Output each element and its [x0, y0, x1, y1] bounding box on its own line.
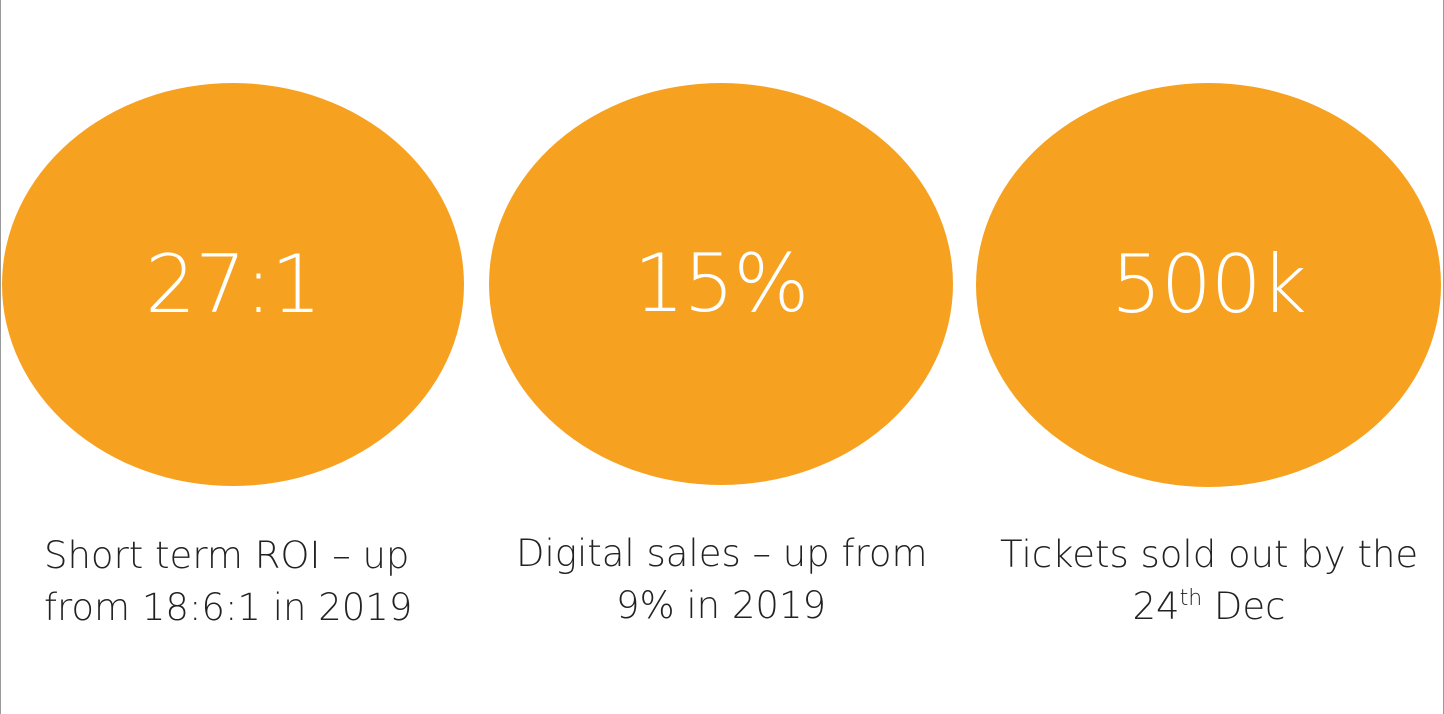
stat-value-roi: 27:1 [145, 237, 322, 331]
stat-value-tickets: 500k [1110, 238, 1307, 331]
stat-circle-tickets: 500k [976, 83, 1441, 487]
stat-circle-digital-sales: 15% [489, 83, 953, 485]
stat-caption-tickets-line2: 24th Dec [1000, 581, 1418, 633]
stat-value-digital-sales: 15% [633, 237, 810, 330]
stat-caption-digital-sales-line2: 9% in 2019 [615, 584, 827, 627]
stat-circle-roi: 27:1 [2, 83, 464, 486]
stat-caption-tickets-ordinal: th [1179, 586, 1203, 611]
stat-caption-tickets-day: 24 [1132, 585, 1180, 628]
stat-caption-roi-line2: from 18:6:1 in 2019 [44, 586, 413, 629]
stat-caption-roi-line1: Short term ROI – up [44, 534, 410, 577]
stat-caption-digital-sales: Digital sales – up from 9% in 2019 [516, 528, 928, 632]
stat-caption-roi: Short term ROI – up from 18:6:1 in 2019 [44, 530, 412, 634]
stat-caption-digital-sales-line1: Digital sales – up from [516, 532, 928, 575]
stat-caption-tickets: Tickets sold out by the 24th Dec [1000, 529, 1418, 633]
stat-caption-tickets-line1: Tickets sold out by the [1000, 533, 1419, 576]
stat-caption-tickets-month: Dec [1202, 585, 1286, 628]
